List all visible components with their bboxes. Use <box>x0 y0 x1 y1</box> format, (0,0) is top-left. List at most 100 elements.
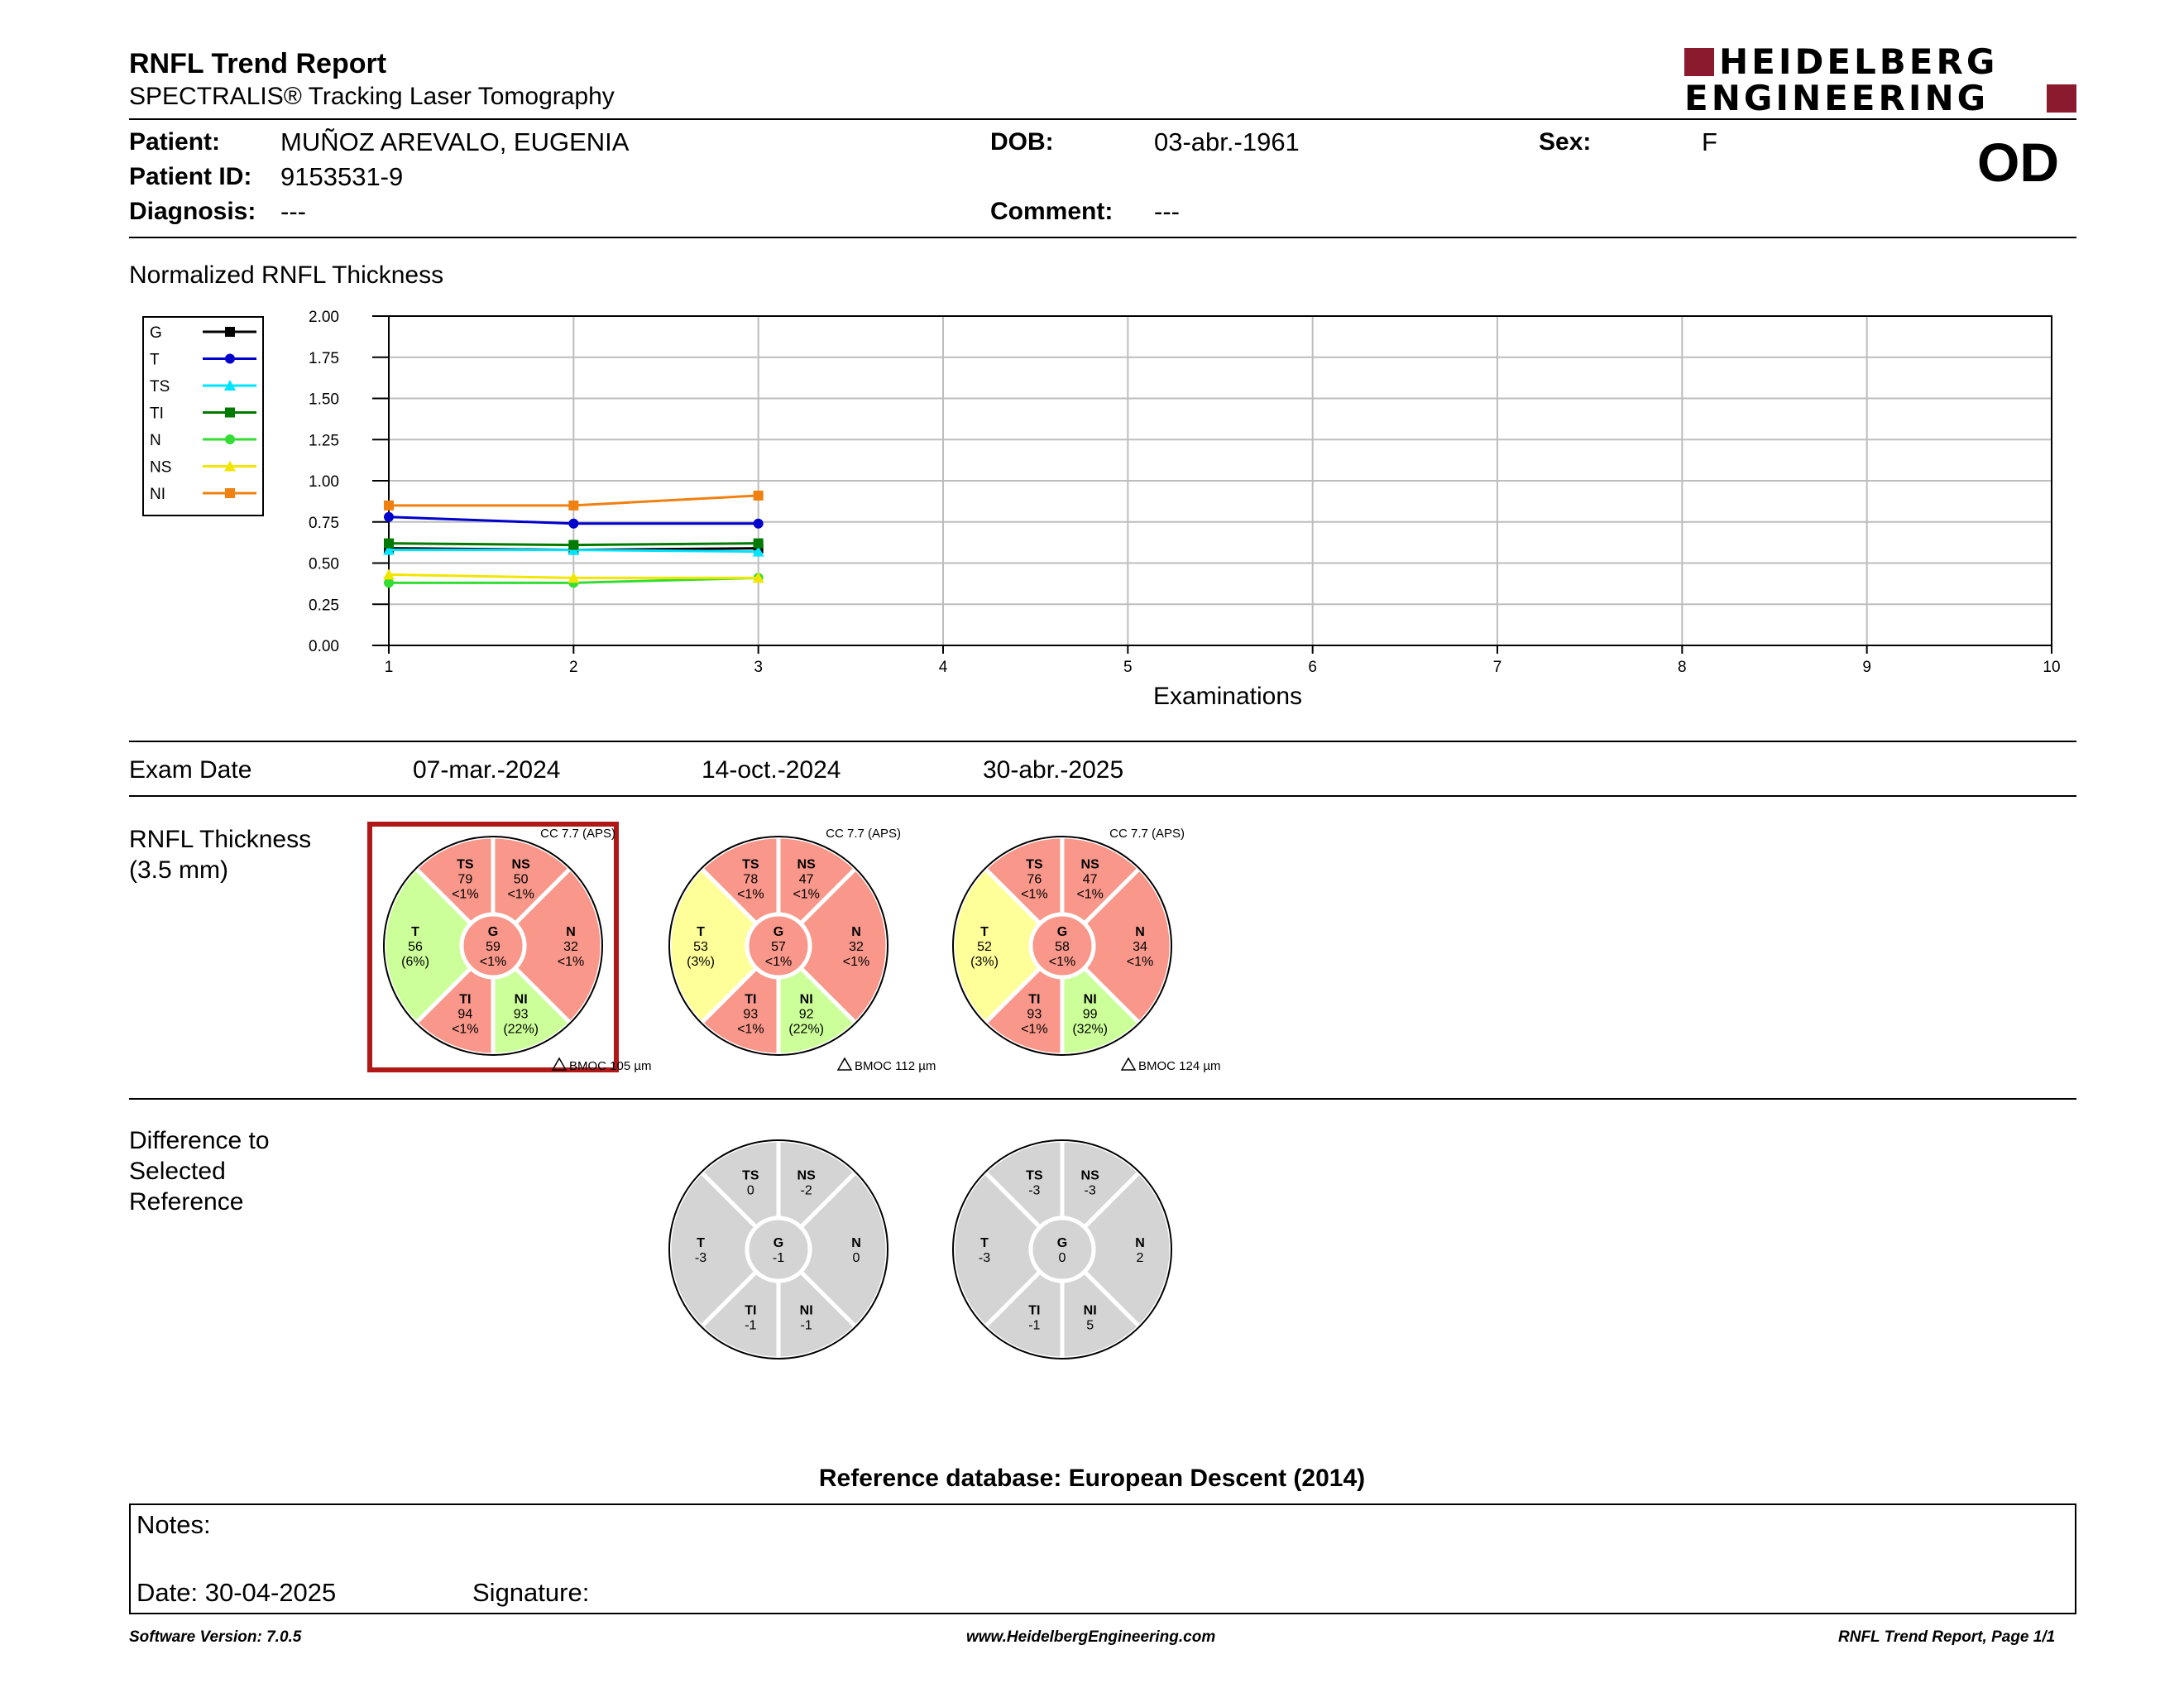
website-link[interactable]: www.HeidelbergEngineering.com <box>966 1628 1216 1646</box>
notes-box[interactable]: Notes: Date: 30-04-2025 Signature: <box>129 1503 2076 1614</box>
rnfl-title-line1: RNFL Thickness <box>129 826 312 853</box>
patient-id-label: Patient ID: <box>129 163 252 190</box>
legend-label: TI <box>150 405 164 423</box>
outer-ring <box>952 836 1172 1056</box>
sector-g <box>459 912 527 980</box>
x-tick-label: 7 <box>1493 659 1502 676</box>
sector-value: 76 <box>1027 873 1042 887</box>
sector-label: N <box>1135 1236 1145 1250</box>
legend-label: NS <box>150 459 171 477</box>
outer-ring <box>952 1139 1172 1360</box>
data-point <box>384 538 394 549</box>
legend-marker <box>224 460 236 472</box>
sector-value: 2 <box>1137 1251 1144 1265</box>
rnfl-divider <box>129 1098 2076 1100</box>
sector-value: 47 <box>1083 873 1098 887</box>
comment-label: Comment: <box>990 198 1114 225</box>
rnfl-section-title: RNFL Thickness (3.5 mm) <box>129 824 311 885</box>
exam-date-3: 30-abr.-2025 <box>983 756 1124 784</box>
dates-divider <box>129 795 2076 797</box>
sector-text-ni: NI5 <box>1084 1303 1097 1332</box>
selected-reference-frame[interactable] <box>367 822 619 1072</box>
legend-marker <box>225 434 235 444</box>
sector-label: G <box>488 925 498 939</box>
legend-item-g: G <box>150 324 256 342</box>
sector-value: -3 <box>1028 1184 1040 1198</box>
sector-label: TS <box>457 858 474 872</box>
sector-text-g: G57<1% <box>765 925 792 969</box>
data-point <box>384 511 394 522</box>
diagnosis-label: Diagnosis: <box>129 198 256 225</box>
software-version: Software Version: 7.0.5 <box>129 1628 302 1646</box>
sector-label: TI <box>1028 1303 1040 1317</box>
exam-date-label: Exam Date <box>129 756 252 784</box>
sector-value: 79 <box>457 873 472 887</box>
sector-percentile: <1% <box>452 888 478 902</box>
y-tick-label: 1.25 <box>309 432 339 449</box>
data-point <box>568 518 579 529</box>
diff-title-line2: Selected <box>129 1158 226 1185</box>
sector-label: TI <box>459 992 471 1006</box>
sector-label: NS <box>1081 858 1100 872</box>
date-label: Date: 30-04-2025 <box>136 1578 337 1607</box>
x-tick-label: 8 <box>1678 659 1687 676</box>
sector-percentile: <1% <box>480 955 506 969</box>
outer-ring <box>668 836 888 1056</box>
rnfl-trend-chart: GT TS TI N NS NI 0.00 0.25 0.50 0.75 1.00 1.25 1.50… <box>142 309 2061 710</box>
legend-marker <box>225 353 235 364</box>
series-ni <box>384 490 764 511</box>
sector-label: N <box>851 925 861 939</box>
sector-value: 58 <box>1055 940 1070 954</box>
delta-icon <box>836 1057 853 1071</box>
sector-value: 34 <box>1133 940 1147 954</box>
dob-label: DOB: <box>990 128 1054 156</box>
x-tick-label: 10 <box>2043 659 2060 676</box>
sector-percentile: (22%) <box>503 1022 539 1036</box>
bmoc-label: BMOC 124 µm <box>1138 1059 1221 1073</box>
sector-label: N <box>1135 925 1145 939</box>
sector-value: -1 <box>801 1318 812 1332</box>
sector-value: 93 <box>743 1007 758 1021</box>
legend-label: N <box>150 432 161 449</box>
chart-legend: GT TS TI N NS NI <box>142 316 264 516</box>
legend-label: T <box>150 352 160 369</box>
logo-line2: ENGINEERING <box>1684 78 1990 118</box>
bmoc-label: BMOC 112 µm <box>855 1059 936 1073</box>
sector-label: TS <box>1026 1169 1043 1183</box>
x-tick-label: 6 <box>1308 659 1317 676</box>
difference-section-title: Difference to Selected Reference <box>129 1125 270 1217</box>
y-tick-label: 1.75 <box>309 350 339 367</box>
delta-icon <box>551 1057 568 1071</box>
sector-percentile: <1% <box>1049 955 1075 969</box>
logo-line1: HEIDELBERG <box>1719 41 1999 82</box>
x-tick-label: 2 <box>569 659 578 676</box>
rnfl-thickness-circle: TS78<1%NS47<1%N32<1%NI92(22%)TI93<1%T53(… <box>667 827 936 1073</box>
data-point <box>383 568 395 580</box>
sector-value: 56 <box>408 940 423 954</box>
series-t <box>384 511 764 529</box>
sector-percentile: <1% <box>452 1022 478 1036</box>
legend-item-ni: NI <box>150 486 256 503</box>
sector-text-t: T-3 <box>695 1236 706 1265</box>
legend-item-ti: TI <box>150 405 256 423</box>
legend-label: NI <box>150 486 165 503</box>
legend-item-ts: TS <box>150 378 256 396</box>
sector-percentile: (32%) <box>1072 1022 1108 1036</box>
data-point <box>752 545 764 557</box>
sector-text-t: T-3 <box>979 1236 990 1265</box>
notes-label: Notes: <box>136 1510 211 1539</box>
sector-label: TS <box>1026 858 1043 872</box>
sex-value: F <box>1702 127 1717 156</box>
legend-item-ns: NS <box>150 459 256 477</box>
sector-label: G <box>774 1236 783 1250</box>
sector-text-ts: TS0 <box>742 1169 759 1198</box>
sector-percentile: <1% <box>737 888 764 902</box>
